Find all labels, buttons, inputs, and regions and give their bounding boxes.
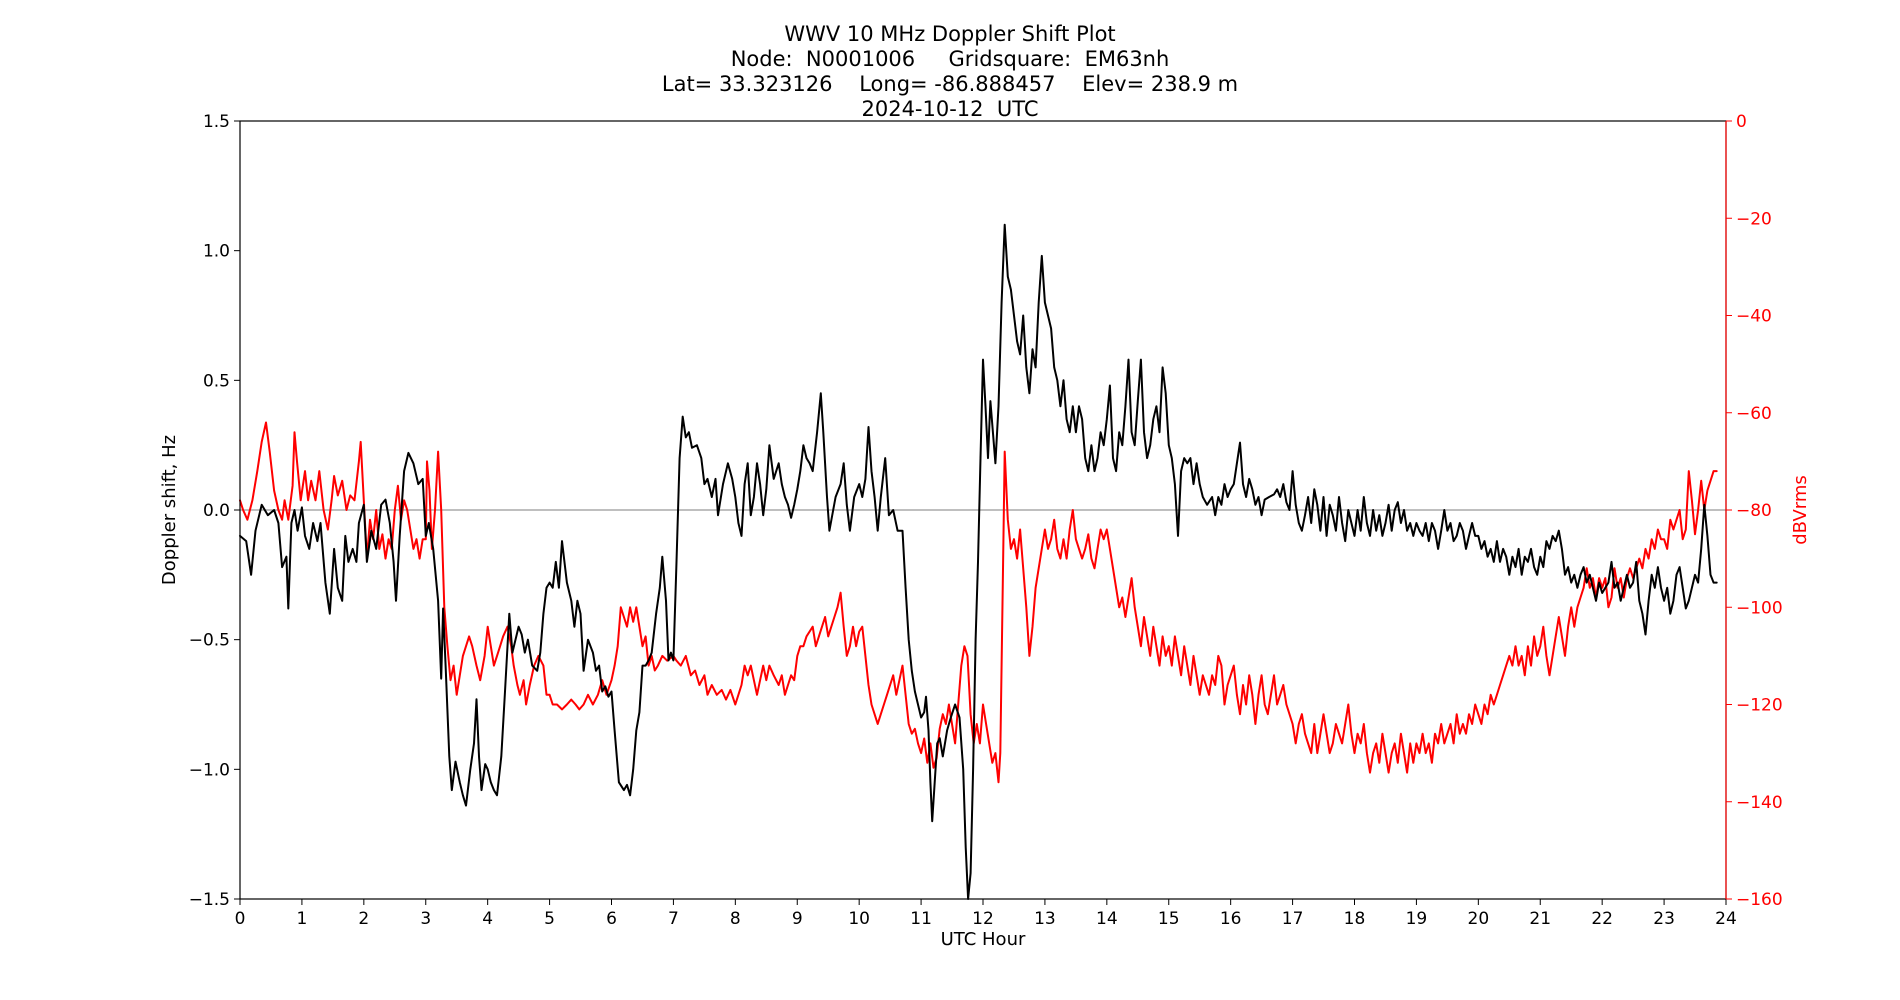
x-tick-label: 17	[1282, 909, 1304, 929]
x-tick-label: 14	[1096, 909, 1118, 929]
x-tick-label: 2	[358, 909, 369, 929]
x-tick-label: 8	[730, 909, 741, 929]
x-tick-label: 16	[1220, 909, 1242, 929]
doppler-shift-line	[239, 223, 1718, 900]
x-tick-label: 22	[1591, 909, 1613, 929]
x-tick-label: 15	[1158, 909, 1180, 929]
x-tick-label: 10	[848, 909, 870, 929]
title-line-1: WWV 10 MHz Doppler Shift Plot	[784, 22, 1116, 46]
x-tick-label: 7	[668, 909, 679, 929]
y-right-tick-label: 0	[1736, 112, 1747, 132]
chart-title: WWV 10 MHz Doppler Shift Plot Node: N000…	[0, 22, 1900, 122]
y-left-tick-label: −1.5	[189, 890, 230, 910]
x-tick-label: 9	[792, 909, 803, 929]
x-tick-label: 12	[972, 909, 994, 929]
y-right-tick-label: −140	[1736, 793, 1783, 813]
y-axis-left-label: Doppler shift, Hz	[159, 435, 180, 585]
x-tick-label: 21	[1529, 909, 1551, 929]
y-left-tick-label: 1.0	[203, 242, 230, 262]
y-axis-right-label: dBVrms	[1790, 475, 1811, 545]
y-right-tick-label: −120	[1736, 696, 1783, 716]
x-tick-label: 6	[606, 909, 617, 929]
y-right-tick-label: −160	[1736, 890, 1783, 910]
y-left-tick-label: 0.5	[203, 371, 230, 391]
y-left-tick-label: 0.0	[203, 501, 230, 521]
y-right-tick-label: −100	[1736, 598, 1783, 618]
y-left-tick-label: −1.0	[189, 760, 230, 780]
x-tick-label: 11	[910, 909, 932, 929]
x-tick-label: 1	[297, 909, 308, 929]
y-right-tick-label: −80	[1736, 501, 1772, 521]
x-tick-label: 5	[544, 909, 555, 929]
title-line-2: Node: N0001006 Gridsquare: EM63nh	[730, 47, 1170, 71]
x-tick-label: 19	[1406, 909, 1428, 929]
x-tick-label: 4	[482, 909, 493, 929]
x-tick-label: 3	[420, 909, 431, 929]
y-left-tick-label: 1.5	[203, 112, 230, 132]
y-right-tick-label: −60	[1736, 404, 1772, 424]
x-tick-label: 23	[1653, 909, 1675, 929]
x-tick-label: 18	[1344, 909, 1366, 929]
x-tick-label: 13	[1034, 909, 1056, 929]
y-right-tick-label: −20	[1736, 209, 1772, 229]
signal-power-line	[239, 421, 1718, 784]
title-line-4: 2024-10-12 UTC	[861, 97, 1039, 121]
y-right-tick-label: −40	[1736, 307, 1772, 327]
x-tick-label: 20	[1468, 909, 1490, 929]
x-axis-label: UTC Hour	[941, 929, 1026, 950]
title-line-3: Lat= 33.323126 Long= -86.888457 Elev= 23…	[661, 72, 1239, 96]
x-tick-label: 24	[1715, 909, 1737, 929]
y-left-tick-label: −0.5	[189, 631, 230, 651]
x-tick-label: 0	[235, 909, 246, 929]
